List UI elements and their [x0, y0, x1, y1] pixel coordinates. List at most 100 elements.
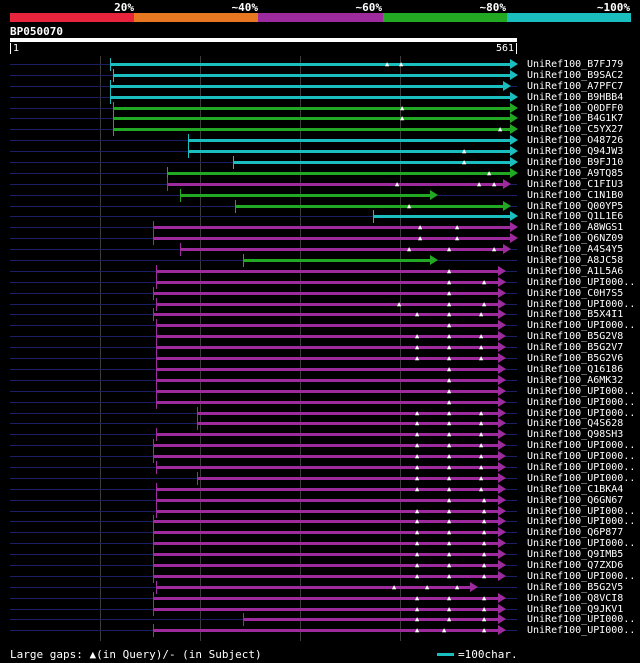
hit-row[interactable]: ▲ ▲ ▲ UniRef100_B5G2V8 — [0, 330, 640, 344]
hit-alignment-bar[interactable] — [110, 84, 503, 88]
hit-alignment-bar[interactable] — [373, 215, 510, 219]
hit-label[interactable]: UniRef100_C0H7S5 — [527, 287, 624, 299]
hit-alignment-bar[interactable] — [167, 182, 503, 186]
hit-alignment-bar[interactable] — [110, 63, 510, 66]
hit-alignment-bar[interactable] — [235, 204, 503, 208]
hit-label[interactable]: UniRef100_UPI000.. — [527, 505, 636, 517]
hit-row[interactable]: UniRef100_A8JC58 — [0, 254, 640, 268]
hit-alignment-bar[interactable] — [156, 509, 498, 513]
hit-label[interactable]: UniRef100_B5G2V5 — [527, 581, 624, 593]
hit-label[interactable]: UniRef100_UPI000.. — [527, 298, 636, 310]
hit-label[interactable]: UniRef100_Q8VCI8 — [527, 592, 624, 604]
hit-label[interactable]: UniRef100_A1L5A6 — [527, 265, 624, 277]
hit-alignment-bar[interactable] — [156, 335, 498, 339]
hit-label[interactable]: UniRef100_B5G2V6 — [527, 353, 624, 365]
hit-alignment-bar[interactable] — [156, 302, 498, 306]
hit-label[interactable]: UniRef100_UPI000.. — [527, 320, 636, 332]
hit-row[interactable]: ▲ ▲ ▲ UniRef100_Q4S628 — [0, 417, 640, 431]
hit-label[interactable]: UniRef100_Q0DFF0 — [527, 102, 624, 114]
hit-label[interactable]: UniRef100_Q4S628 — [527, 418, 624, 430]
hit-alignment-bar[interactable] — [156, 269, 498, 273]
hit-row[interactable]: ▲ UniRef100_Q94JW3 — [0, 145, 640, 159]
hit-alignment-bar[interactable] — [153, 553, 498, 557]
hit-alignment-bar[interactable] — [156, 367, 498, 371]
hit-row[interactable]: UniRef100_A7PFC7 — [0, 79, 640, 93]
hit-alignment-bar[interactable] — [233, 161, 510, 165]
hit-row[interactable]: ▲ ▲ ▲ UniRef100_B5G2V7 — [0, 341, 640, 355]
hit-label[interactable]: UniRef100_A4S4Y5 — [527, 244, 624, 256]
hit-row[interactable]: ▲ ▲ ▲ UniRef100_C1FIU3 — [0, 177, 640, 191]
hit-row[interactable]: ▲ ▲ UniRef100_Q6GN67 — [0, 493, 640, 507]
hit-row[interactable]: ▲ ▲ ▲ UniRef100_UPI000.. — [0, 537, 640, 551]
hit-row[interactable]: ▲ ▲ UniRef100_UPI000.. — [0, 275, 640, 289]
hit-label[interactable]: UniRef100_A9TQ85 — [527, 167, 624, 179]
hit-alignment-bar[interactable] — [153, 531, 498, 535]
hit-alignment-bar[interactable] — [153, 291, 498, 295]
hit-label[interactable]: UniRef100_B5G2V7 — [527, 342, 624, 354]
hit-row[interactable]: ▲ ▲ ▲ UniRef100_UPI000.. — [0, 471, 640, 485]
hit-alignment-bar[interactable] — [153, 574, 498, 578]
hit-row[interactable]: UniRef100_B9SAC2 — [0, 68, 640, 82]
hit-row[interactable]: ▲ ▲ UniRef100_A8WGS1 — [0, 221, 640, 235]
hit-label[interactable]: UniRef100_Q9IMB5 — [527, 549, 624, 561]
hit-alignment-bar[interactable] — [156, 400, 498, 404]
hit-label[interactable]: UniRef100_Q6NZ09 — [527, 233, 624, 245]
hit-row[interactable]: ▲ UniRef100_C5YX27 — [0, 123, 640, 137]
hit-label[interactable]: UniRef100_UPI000.. — [527, 451, 636, 463]
hit-label[interactable]: UniRef100_UPI000.. — [527, 396, 636, 408]
hit-row[interactable]: ▲ UniRef100_A6MK32 — [0, 373, 640, 387]
hit-label[interactable]: UniRef100_UPI000.. — [527, 516, 636, 528]
hit-label[interactable]: UniRef100_C1N1B0 — [527, 189, 624, 201]
hit-alignment-bar[interactable] — [188, 150, 510, 154]
hit-row[interactable]: ▲ ▲ ▲ UniRef100_UPI000.. — [0, 460, 640, 474]
hit-alignment-bar[interactable] — [156, 487, 498, 491]
hit-row[interactable]: ▲ ▲ UniRef100_Q6NZ09 — [0, 232, 640, 246]
hit-row[interactable]: ▲ ▲ ▲ UniRef100_UPI000.. — [0, 439, 640, 453]
hit-row[interactable]: ▲ ▲ ▲ UniRef100_B5X4I1 — [0, 308, 640, 322]
hit-row[interactable]: ▲ ▲ ▲ UniRef100_UPI000.. — [0, 504, 640, 518]
hit-label[interactable]: UniRef100_Q6P877 — [527, 527, 624, 539]
hit-alignment-bar[interactable] — [243, 618, 498, 622]
hit-alignment-bar[interactable] — [153, 629, 498, 633]
hit-row[interactable]: ▲ UniRef100_C0H7S5 — [0, 286, 640, 300]
hit-alignment-bar[interactable] — [153, 607, 498, 611]
hit-label[interactable]: UniRef100_B5X4I1 — [527, 309, 624, 321]
hit-label[interactable]: UniRef100_Q94JW3 — [527, 146, 624, 158]
hit-alignment-bar[interactable] — [153, 455, 498, 459]
hit-alignment-bar[interactable] — [156, 357, 498, 361]
hit-alignment-bar[interactable] — [156, 346, 498, 350]
hit-alignment-bar[interactable] — [156, 378, 498, 382]
hit-label[interactable]: UniRef100_UPI000.. — [527, 625, 636, 637]
hit-label[interactable]: UniRef100_UPI000.. — [527, 407, 636, 419]
hit-alignment-bar[interactable] — [110, 95, 510, 99]
hit-label[interactable]: UniRef100_Q00YP5 — [527, 200, 624, 212]
hit-row[interactable]: ▲ UniRef100_UPI000.. — [0, 395, 640, 409]
hit-row[interactable]: ▲ UniRef100_Q16186 — [0, 362, 640, 376]
hit-alignment-bar[interactable] — [153, 313, 498, 317]
hit-alignment-bar[interactable] — [180, 248, 503, 252]
hit-label[interactable]: UniRef100_B7FJ79 — [527, 59, 624, 70]
hit-label[interactable]: UniRef100_Q6GN67 — [527, 494, 624, 506]
hit-row[interactable]: ▲ ▲ ▲ UniRef100_UPI000.. — [0, 297, 640, 311]
hit-alignment-bar[interactable] — [197, 422, 498, 426]
hit-alignment-bar[interactable] — [153, 520, 498, 524]
hit-label[interactable]: UniRef100_UPI000.. — [527, 570, 636, 582]
hit-label[interactable]: UniRef100_Q16186 — [527, 363, 624, 375]
hit-row[interactable]: ▲ ▲ ▲ UniRef100_A4S4Y5 — [0, 243, 640, 257]
hit-alignment-bar[interactable] — [153, 226, 510, 230]
hit-row[interactable]: ▲ ▲ ▲ UniRef100_UPI000.. — [0, 613, 640, 627]
hit-label[interactable]: UniRef100_B4G1K7 — [527, 113, 624, 125]
hit-row[interactable]: ▲ ▲ ▲ UniRef100_C1BKA4 — [0, 482, 640, 496]
hit-label[interactable]: UniRef100_A6MK32 — [527, 374, 624, 386]
hit-alignment-bar[interactable] — [167, 171, 510, 175]
hit-row[interactable]: UniRef100_O48726 — [0, 134, 640, 148]
hit-row[interactable]: ▲ ▲ ▲ UniRef100_B5G2V6 — [0, 352, 640, 366]
hit-row[interactable]: ▲ UniRef100_B4G1K7 — [0, 112, 640, 126]
hit-alignment-bar[interactable] — [156, 585, 470, 589]
hit-row[interactable]: ▲ UniRef100_A1L5A6 — [0, 264, 640, 278]
hit-alignment-bar[interactable] — [153, 237, 510, 241]
hit-label[interactable]: UniRef100_Q98SH3 — [527, 429, 624, 441]
hit-row[interactable]: ▲ ▲ ▲ UniRef100_UPI000.. — [0, 515, 640, 529]
hit-row[interactable]: ▲ UniRef100_UPI000.. — [0, 384, 640, 398]
hit-label[interactable]: UniRef100_A8WGS1 — [527, 222, 624, 234]
